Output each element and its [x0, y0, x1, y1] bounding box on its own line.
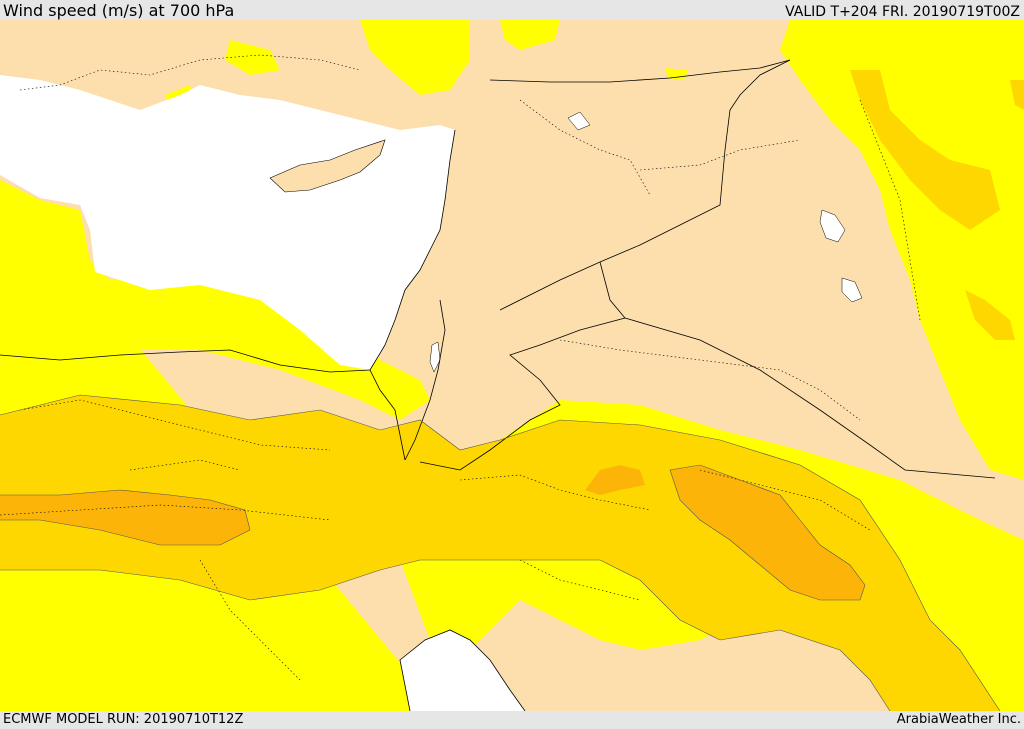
wind-speed-map	[0, 20, 1024, 711]
sea-red-sea	[400, 630, 525, 711]
wind-core-orange-west	[0, 490, 250, 545]
wind-band-gold	[0, 395, 1000, 711]
wind-patch-yellow-6	[665, 68, 688, 80]
island-cyprus	[269, 139, 386, 193]
wind-band-gold-east-3	[1010, 80, 1024, 110]
brand-label: ArabiaWeather Inc.	[896, 712, 1021, 727]
coastlines	[0, 129, 526, 711]
lake-tharthar	[819, 209, 846, 243]
lake-dead-sea	[429, 341, 441, 373]
sea-mediterranean	[0, 75, 455, 370]
valid-time: VALID T+204 FRI. 20190719T00Z	[785, 4, 1020, 20]
model-run: ECMWF MODEL RUN: 20190710T12Z	[3, 712, 244, 727]
map-title: Wind speed (m/s) at 700 hPa	[3, 1, 235, 20]
wind-band-gold-east-1	[850, 70, 1000, 230]
wind-band-yellow-east	[780, 20, 1024, 480]
wind-core-orange-small	[585, 465, 645, 495]
wind-patch-yellow-2	[500, 20, 560, 50]
contour-lines	[0, 394, 1001, 711]
wind-core-orange-east	[670, 465, 865, 600]
wind-band-yellow-sea	[0, 180, 430, 420]
admin-boundaries	[0, 54, 921, 681]
wind-patch-yellow-1	[360, 20, 470, 95]
lake-assad	[567, 111, 591, 131]
footer-bar: ECMWF MODEL RUN: 20190710T12Z ArabiaWeat…	[0, 711, 1024, 729]
wind-band-gold-east-2	[965, 290, 1015, 340]
lake-habbaniyah	[841, 277, 863, 303]
wind-patch-yellow-3	[225, 40, 280, 75]
country-borders	[369, 59, 996, 479]
header-bar: Wind speed (m/s) at 700 hPa VALID T+204 …	[0, 0, 1024, 20]
